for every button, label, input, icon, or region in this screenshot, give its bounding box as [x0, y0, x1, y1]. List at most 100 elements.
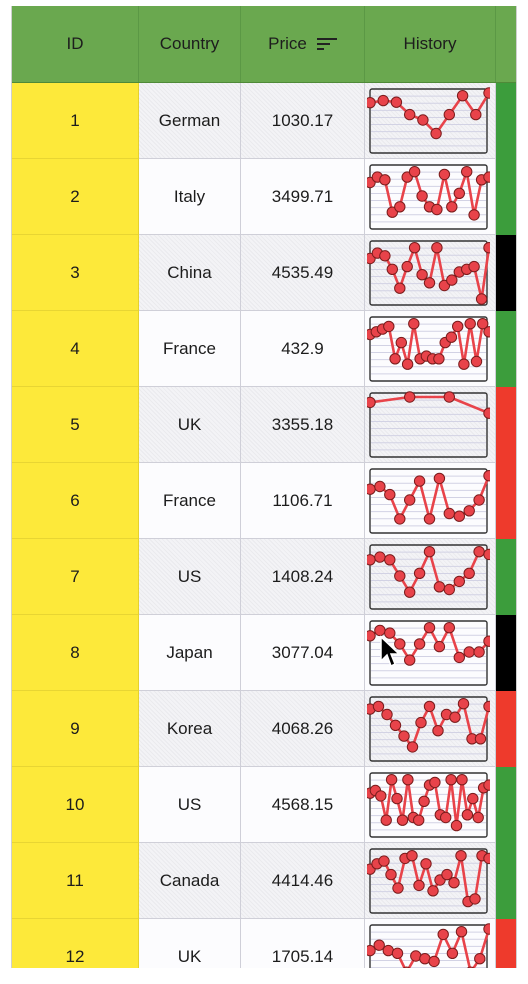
table-row[interactable]: 6 France 1106.71	[12, 463, 516, 539]
cell-history[interactable]	[365, 919, 496, 968]
sparkline-point	[474, 732, 487, 744]
sparkline-point	[433, 352, 445, 364]
sparkline-point	[443, 583, 456, 595]
cell-country-text: UK	[177, 414, 202, 434]
table-row[interactable]: 12 UK 1705.14	[12, 919, 516, 968]
sparkline-point	[463, 645, 475, 658]
table-row[interactable]: 3 China 4535.49	[12, 235, 516, 311]
column-header-price[interactable]: Price	[241, 6, 365, 82]
table-row[interactable]: 11 Canada 4414.46	[12, 843, 516, 919]
table-row[interactable]: 4 France 432.9	[12, 311, 516, 387]
cell-country[interactable]: France	[139, 463, 241, 539]
sparkline-point	[433, 580, 446, 592]
cell-country[interactable]: UK	[139, 919, 241, 968]
table-row[interactable]: 1 German 1030.17	[12, 83, 516, 159]
cell-country[interactable]: Italy	[139, 159, 241, 235]
cell-price[interactable]: 1705.14	[241, 919, 365, 968]
table-row[interactable]: 9 Korea 4068.26	[12, 691, 516, 767]
sparkline-point	[418, 795, 430, 807]
cell-history[interactable]	[365, 311, 496, 387]
column-header-country[interactable]: Country	[139, 6, 241, 82]
cell-history[interactable]	[365, 387, 496, 463]
history-sparkline	[367, 771, 490, 838]
cell-id-text: 6	[70, 490, 80, 510]
cell-history[interactable]	[365, 539, 496, 615]
cell-id[interactable]: 2	[12, 159, 139, 235]
status-indicator	[496, 235, 516, 311]
cell-country[interactable]: France	[139, 311, 241, 387]
cell-country[interactable]: Japan	[139, 615, 241, 691]
sparkline-frame	[369, 847, 488, 914]
sort-lines-icon[interactable]	[316, 37, 337, 51]
sparkline-frame	[369, 467, 488, 534]
cell-price[interactable]: 3077.04	[241, 615, 365, 691]
column-header-price-label: Price	[268, 34, 307, 53]
cell-price[interactable]: 3355.18	[241, 387, 365, 463]
sparkline-point	[453, 575, 466, 587]
table-row[interactable]: 10 US 4568.15	[12, 767, 516, 843]
sparkline-point	[390, 96, 403, 108]
cell-id[interactable]: 5	[12, 387, 139, 463]
table-row[interactable]: 5 UK 3355.18	[12, 387, 516, 463]
sparkline-point	[381, 708, 393, 720]
cell-price[interactable]: 4568.15	[241, 767, 365, 843]
cell-price[interactable]: 1106.71	[241, 463, 365, 539]
cell-id-text: 3	[70, 262, 80, 282]
cell-history[interactable]	[365, 691, 496, 767]
cell-country[interactable]: US	[139, 767, 241, 843]
cell-price[interactable]: 4414.46	[241, 843, 365, 919]
sparkline-point	[443, 108, 456, 120]
sparkline-point	[384, 553, 396, 565]
cell-id[interactable]: 4	[12, 311, 139, 387]
sparkline-point	[433, 472, 446, 484]
sparkline-point	[475, 292, 488, 305]
cell-history[interactable]	[365, 235, 496, 311]
sparkline-point	[398, 729, 410, 742]
table-row[interactable]: 8 Japan 3077.04	[12, 615, 516, 691]
cell-price[interactable]: 1408.24	[241, 539, 365, 615]
sparkline-point	[443, 621, 456, 633]
cell-id[interactable]: 8	[12, 615, 139, 691]
sparkline-point	[463, 504, 475, 516]
cell-history[interactable]	[365, 615, 496, 691]
status-indicator	[496, 539, 516, 615]
cell-price[interactable]: 3499.71	[241, 159, 365, 235]
cell-id[interactable]: 9	[12, 691, 139, 767]
sparkline-point	[384, 626, 396, 639]
cell-history[interactable]	[365, 83, 496, 159]
sparkline-point	[413, 474, 426, 487]
cell-country[interactable]: China	[139, 235, 241, 311]
cell-id[interactable]: 12	[12, 919, 139, 968]
cell-history[interactable]	[365, 767, 496, 843]
column-header-history[interactable]: History	[365, 6, 496, 82]
column-header-id[interactable]: ID	[12, 6, 139, 82]
cell-price[interactable]: 1030.17	[241, 83, 365, 159]
sparkline-point	[374, 550, 386, 563]
cell-history[interactable]	[365, 463, 496, 539]
cell-history[interactable]	[365, 159, 496, 235]
cell-price[interactable]: 4535.49	[241, 235, 365, 311]
table-row[interactable]: 7 US 1408.24	[12, 539, 516, 615]
sparkline-point	[404, 586, 416, 598]
cell-history[interactable]	[365, 843, 496, 919]
cell-id[interactable]: 1	[12, 83, 139, 159]
cell-price[interactable]: 432.9	[241, 311, 365, 387]
cell-id[interactable]: 11	[12, 843, 139, 919]
cell-id[interactable]: 10	[12, 767, 139, 843]
cell-country[interactable]: Korea	[139, 691, 241, 767]
cell-country[interactable]: Canada	[139, 843, 241, 919]
table-row[interactable]: 2 Italy 3499.71	[12, 159, 516, 235]
cell-price[interactable]: 4068.26	[241, 691, 365, 767]
cell-country[interactable]: US	[139, 539, 241, 615]
cell-id[interactable]: 6	[12, 463, 139, 539]
sparkline-point	[423, 545, 436, 557]
cell-id-text: 12	[65, 946, 85, 966]
sparkline-frame	[369, 391, 488, 458]
cell-country[interactable]: German	[139, 83, 241, 159]
sparkline-frame	[369, 619, 488, 686]
sparkline-point	[423, 276, 436, 288]
cell-id[interactable]: 3	[12, 235, 139, 311]
cell-id[interactable]: 7	[12, 539, 139, 615]
cell-id-text: 7	[70, 566, 80, 586]
cell-country[interactable]: UK	[139, 387, 241, 463]
